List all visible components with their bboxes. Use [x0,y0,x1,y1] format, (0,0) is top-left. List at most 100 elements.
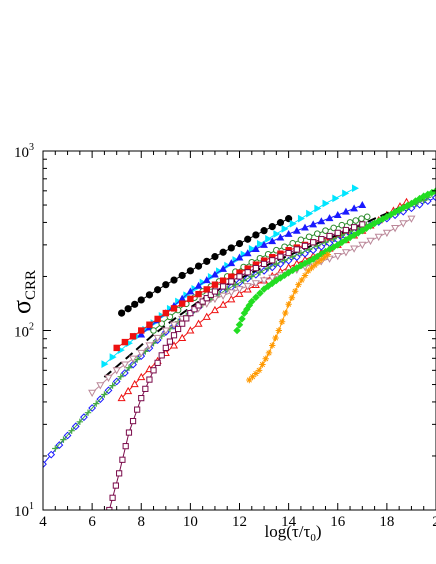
series-11-point [162,344,169,351]
series-10-point [391,225,400,233]
series-13-point [262,355,269,362]
series-11-point [146,376,153,383]
series-10-point [129,355,138,363]
series-1-point [219,248,227,256]
series-11-point [203,295,210,302]
series-8-point [248,273,255,280]
series-10-point [260,277,269,285]
series-10-point [153,334,162,343]
series-3-point [333,210,342,218]
series-3-point [251,245,260,253]
series-10-point [341,249,350,257]
series-3-point [202,276,211,284]
series-4-point [158,320,166,327]
series-2-point [342,189,350,198]
series-3-point [292,226,301,234]
series-13-point [275,327,282,334]
series-11-point [199,298,206,305]
series-11-point [351,224,358,231]
series-11-point [207,291,214,298]
series-11-point [269,257,276,264]
series-2-point [101,360,109,368]
x-axis-label-sub: 0 [310,532,316,544]
series-3-point [350,204,359,212]
series-8-point [133,356,141,363]
series-layer [43,184,436,510]
series-11-point [174,325,182,333]
series-11-point [166,338,174,345]
series-10-line [91,218,412,394]
x-axis-label-tau0: τ [303,522,310,541]
series-1-point [162,281,170,289]
x-tick-label: 10 [183,514,198,530]
series-13-point [298,276,305,284]
series-11-point [125,429,133,436]
y-axis-label-sub: CRR [23,270,39,300]
y-tick-label: 103 [14,142,34,161]
series-10-point [243,283,252,291]
series-6-point [117,393,126,402]
series-11-point [138,395,145,402]
series-6-point [186,326,195,334]
series-13-point [295,281,302,288]
series-4-point [358,215,365,222]
series-10-point [374,233,383,242]
series-1-point [186,267,194,275]
series-4-point [330,224,337,232]
series-7-point [43,460,47,469]
series-6-point [124,386,133,395]
series-5-point [203,286,210,293]
series-1-point [211,253,219,261]
series-6-point [194,319,203,327]
x-tick-label: 18 [379,514,394,530]
series-10-point [145,342,154,350]
series-4-point [305,233,313,241]
series-13-point [314,259,322,266]
series-12-point [233,326,241,335]
series-8-point [101,391,108,398]
series-11-point [191,306,198,313]
series-11-point [142,385,149,392]
series-13-point [272,334,279,342]
series-4-point [150,327,157,334]
ticks-layer [42,150,436,511]
series-13-point [252,370,260,377]
series-4-point [346,219,354,226]
series-11-point [318,236,325,243]
series-1-point [203,257,211,265]
x-tick-label: 2 [432,514,436,530]
series-13-point [305,267,312,275]
series-3-point [219,264,228,272]
series-11-point [228,278,235,285]
series-2-point [265,235,273,243]
series-11-point [134,406,141,413]
series-13 [246,251,332,384]
series-8-point [322,239,329,246]
series-10-point [350,245,359,253]
series-9 [103,197,425,378]
series-3-point [301,223,309,231]
series-11-point [116,470,123,477]
series-1-point [131,300,139,308]
series-10-point [161,327,170,335]
series-12 [233,187,436,335]
series-11-point [109,494,116,501]
series-4-point [338,221,346,229]
series-8-line [54,190,436,449]
series-10-point [96,382,105,390]
series-13-point [249,373,256,380]
series-11-point [310,239,317,246]
series-1-point [178,271,186,280]
y-tick-label: 101 [14,501,34,520]
series-10-point [382,229,391,238]
series-3-point [137,330,146,338]
series-10-point [366,237,375,246]
series-2-point [289,219,297,228]
y-axis-label: σCRR [7,270,39,314]
series-3-point [358,201,367,208]
series-11-point [277,253,284,260]
x-axis-label-prefix: log( [265,522,293,541]
series-6-point [219,300,228,308]
series-6-point [137,372,146,381]
